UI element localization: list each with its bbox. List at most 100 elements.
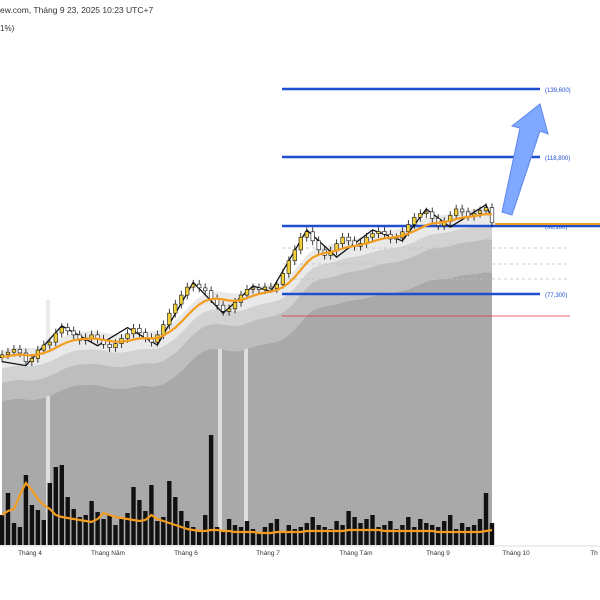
- candle-body: [167, 312, 172, 326]
- gap-stripe: [244, 300, 248, 545]
- candle-body: [125, 333, 130, 339]
- candle-body: [17, 348, 23, 354]
- background-layer: [2, 272, 492, 545]
- volume-bar: [119, 519, 124, 545]
- volume-bar: [304, 523, 309, 545]
- volume-bar: [238, 527, 244, 545]
- candle-body: [137, 328, 142, 333]
- volume-bar: [208, 435, 214, 545]
- volume-bar: [17, 527, 23, 545]
- candle-body: [424, 211, 429, 214]
- x-axis: Tháng 4 Tháng Năm Tháng 6 Tháng 7 Tháng Tám T…: [0, 545, 600, 557]
- candle-body: [453, 208, 459, 216]
- candle-body: [304, 231, 309, 238]
- volume-bar: [459, 523, 465, 545]
- candle-body: [197, 283, 202, 289]
- volume-bar: [262, 527, 268, 545]
- x-tick-label: Th: [590, 550, 598, 557]
- volume-bar: [483, 493, 489, 545]
- volume-bar: [125, 513, 130, 545]
- volume-bar: [298, 527, 303, 545]
- volume-bar: [232, 525, 238, 545]
- volume-bar: [250, 529, 256, 545]
- candle-body: [173, 303, 178, 314]
- volume-bar: [412, 527, 417, 545]
- candle-body: [113, 343, 118, 348]
- candle-body: [406, 224, 411, 233]
- candle-body: [418, 213, 423, 218]
- volume-bar: [0, 515, 5, 545]
- candle-body: [47, 341, 52, 346]
- candle-body: [65, 327, 70, 332]
- fibonacci-levels: (139,600) (118,800) (96,100) (77,300): [282, 87, 600, 317]
- volume-bar: [35, 510, 41, 545]
- volume-bar: [65, 497, 70, 545]
- candle-body: [107, 343, 112, 348]
- band-inner: [2, 239, 492, 401]
- volume-bar: [95, 512, 100, 545]
- volume-bar: [11, 523, 17, 545]
- volume-bar: [23, 475, 29, 545]
- candle-body: [250, 287, 256, 290]
- volume-bar: [220, 531, 226, 545]
- candle-body: [298, 236, 303, 251]
- level-label: (118,800): [545, 156, 570, 162]
- band-outer: [2, 206, 492, 369]
- volume-bar: [214, 527, 220, 545]
- x-tick-label: Tháng 10: [502, 550, 530, 557]
- volume-ma-line: [1, 481, 493, 535]
- ma-line: [1, 212, 493, 359]
- volume-bar: [161, 517, 166, 545]
- projection-arrow: [501, 103, 549, 216]
- chart-header-fragment: 1%): [0, 24, 15, 33]
- volume-bar: [83, 515, 88, 545]
- candle-body: [5, 351, 11, 356]
- volume-bar: [131, 487, 136, 545]
- candle-body: [340, 236, 345, 244]
- volume-bar: [286, 525, 291, 545]
- volume-bar: [256, 533, 262, 545]
- volume-bar: [388, 521, 393, 545]
- candle-body: [316, 240, 321, 251]
- chart-source-timestamp: ew.com, Tháng 9 23, 2025 10:23 UTC+7: [0, 5, 154, 15]
- candle-body: [256, 287, 262, 290]
- volume-bar: [29, 505, 35, 545]
- candle-body: [41, 344, 46, 351]
- candle-body: [29, 358, 35, 362]
- candle-body: [346, 236, 351, 242]
- candle-body: [232, 301, 238, 310]
- volume-bar: [185, 521, 190, 545]
- volume-bar: [322, 527, 327, 545]
- candle-body: [89, 334, 94, 339]
- volume-bar: [280, 531, 286, 545]
- level-label: (77,300): [545, 293, 567, 299]
- level-label: (96,100): [545, 225, 567, 231]
- volume-bar: [424, 523, 429, 545]
- volume-bar: [59, 465, 64, 545]
- candle-body: [23, 352, 29, 362]
- candle-body: [274, 283, 280, 289]
- volume-bar: [489, 523, 495, 545]
- x-tick-label: Tháng 4: [18, 550, 42, 557]
- volume-bar: [453, 529, 459, 545]
- candle-body: [161, 324, 166, 336]
- volume-bar: [71, 509, 76, 545]
- candle-body: [370, 233, 375, 238]
- candle-body: [268, 286, 274, 289]
- x-tick-label: Tháng 7: [256, 550, 280, 557]
- volume-bar: [47, 483, 52, 545]
- volume-bar: [400, 525, 405, 545]
- volume-bar: [358, 523, 363, 545]
- candle-body: [203, 287, 208, 292]
- volume-bar: [465, 527, 471, 545]
- volume-bar: [77, 517, 82, 545]
- moving-average-line: [1, 212, 493, 359]
- candle-body: [280, 273, 286, 285]
- candle-body: [483, 207, 489, 212]
- gap-stripe: [218, 300, 222, 545]
- volume-bar: [364, 519, 369, 545]
- level-label: (139,600): [545, 88, 571, 94]
- volume-bar: [137, 500, 142, 545]
- candle-body: [412, 217, 417, 225]
- volume-bar: [382, 525, 387, 545]
